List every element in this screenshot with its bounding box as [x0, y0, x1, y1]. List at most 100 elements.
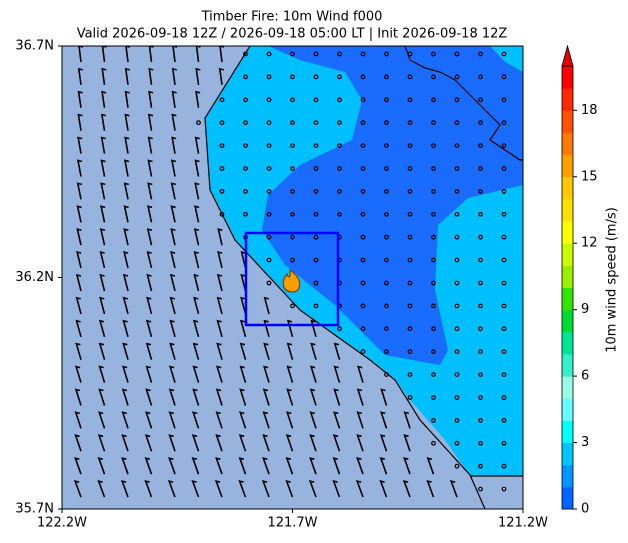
calm-marker	[454, 395, 460, 400]
wind-barb	[171, 67, 177, 86]
wind-barb	[194, 205, 200, 223]
calm-marker	[360, 257, 366, 263]
wind-barb	[215, 457, 223, 475]
wind-barb	[238, 479, 247, 498]
wind-barb	[101, 67, 107, 86]
wind-barb	[380, 411, 388, 429]
wind-barb	[147, 159, 153, 177]
wind-barb	[170, 205, 176, 223]
wind-barb	[286, 365, 294, 383]
calm-marker	[384, 51, 389, 57]
wind-barb	[191, 479, 200, 498]
wind-barb	[144, 457, 153, 475]
wind-barb	[168, 411, 176, 429]
calm-marker	[478, 395, 483, 400]
calm-marker	[454, 120, 460, 126]
wind-barb	[76, 182, 82, 200]
colorbar-frame	[561, 65, 574, 510]
x-tick-label: 121.7W	[267, 516, 317, 531]
wind-barb	[99, 296, 106, 315]
wind-barb	[309, 388, 317, 406]
wind-barb	[145, 411, 153, 429]
wind-barb	[239, 411, 247, 429]
wind-barb	[77, 113, 83, 131]
calm-marker	[337, 211, 342, 217]
calm-marker	[454, 326, 460, 332]
wind-barb	[356, 388, 364, 406]
colorbar-bin	[562, 176, 573, 200]
calm-marker	[243, 143, 248, 149]
wind-barb	[99, 228, 106, 246]
wind-barb	[121, 411, 129, 429]
calm-marker	[290, 51, 295, 57]
calm-marker	[454, 51, 460, 57]
wind-barb	[148, 67, 154, 86]
wind-barb	[426, 457, 435, 475]
wind-barb	[285, 479, 294, 498]
calm-marker	[266, 280, 272, 286]
wind-barb	[262, 365, 270, 383]
wind-barb	[170, 159, 177, 177]
calm-marker	[290, 120, 295, 126]
calm-marker	[384, 143, 389, 149]
wind-barb	[217, 251, 223, 269]
strong-wind-region	[262, 46, 523, 365]
wind-barb	[332, 479, 341, 498]
calm-marker	[454, 143, 460, 149]
wind-barb	[310, 342, 317, 360]
wind-barb	[308, 479, 317, 498]
y-tick-label: 35.7N	[15, 502, 54, 517]
calm-marker	[243, 97, 248, 103]
wind-barb	[309, 434, 317, 452]
wind-barb	[333, 388, 341, 406]
wind-barb	[98, 365, 106, 383]
wind-barb	[167, 479, 176, 498]
calm-marker	[290, 188, 295, 194]
calm-marker	[478, 97, 483, 103]
calm-marker	[501, 234, 507, 240]
calm-marker	[290, 211, 295, 217]
wind-barb	[101, 46, 107, 63]
calm-marker	[384, 97, 389, 103]
land-calm-region	[395, 380, 523, 509]
wind-barb	[263, 296, 270, 315]
wind-barb	[215, 388, 223, 406]
calm-marker	[501, 440, 507, 446]
wind-barb	[262, 388, 270, 406]
wind-barb	[77, 136, 83, 154]
calm-marker	[337, 166, 342, 171]
wind-barb	[124, 90, 130, 108]
colorbar-bin	[562, 88, 573, 111]
wind-barb	[99, 273, 106, 292]
wind-barb	[263, 319, 270, 338]
wind-barb	[309, 457, 317, 475]
wind-barb	[262, 457, 270, 475]
calm-marker	[431, 303, 436, 309]
wind-barb	[286, 388, 294, 406]
calm-marker	[454, 303, 460, 309]
calm-marker	[431, 211, 436, 217]
calm-marker	[290, 97, 295, 103]
wind-barb	[192, 319, 200, 338]
calm-marker	[337, 143, 342, 149]
wind-barb	[123, 251, 129, 269]
calm-marker	[501, 188, 507, 194]
wind-barb	[309, 365, 317, 383]
wind-barb	[147, 113, 154, 131]
calm-marker	[266, 211, 272, 217]
colorbar-extend	[561, 44, 574, 67]
calm-marker	[337, 74, 342, 80]
wind-barb	[122, 273, 129, 292]
calm-marker	[478, 51, 483, 57]
calm-marker	[290, 166, 295, 171]
wind-barb	[194, 182, 200, 200]
wind-barb	[379, 479, 388, 498]
wind-barb	[193, 228, 200, 246]
calm-marker	[313, 120, 319, 126]
calm-marker	[501, 51, 507, 57]
calm-marker	[478, 211, 483, 217]
wind-barb	[146, 273, 153, 292]
calm-marker	[337, 120, 342, 126]
wind-barb	[98, 411, 106, 429]
